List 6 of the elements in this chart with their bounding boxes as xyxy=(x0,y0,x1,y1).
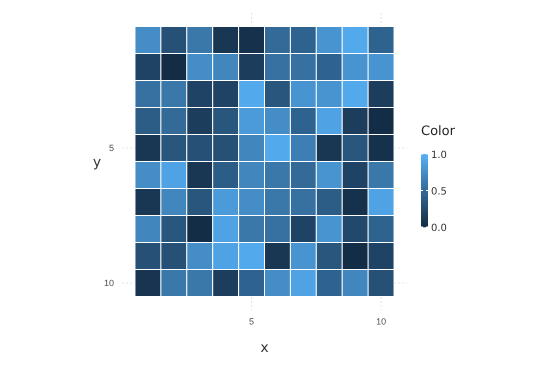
x-axis-title: x xyxy=(260,340,269,356)
color-bar-label: 1.0 xyxy=(431,150,447,161)
color-bar-label: 0.5 xyxy=(431,186,447,198)
y-axis-title: y xyxy=(92,154,102,170)
color-bar-label: 0.0 xyxy=(431,223,447,234)
color-bar-title: Color xyxy=(421,124,456,139)
